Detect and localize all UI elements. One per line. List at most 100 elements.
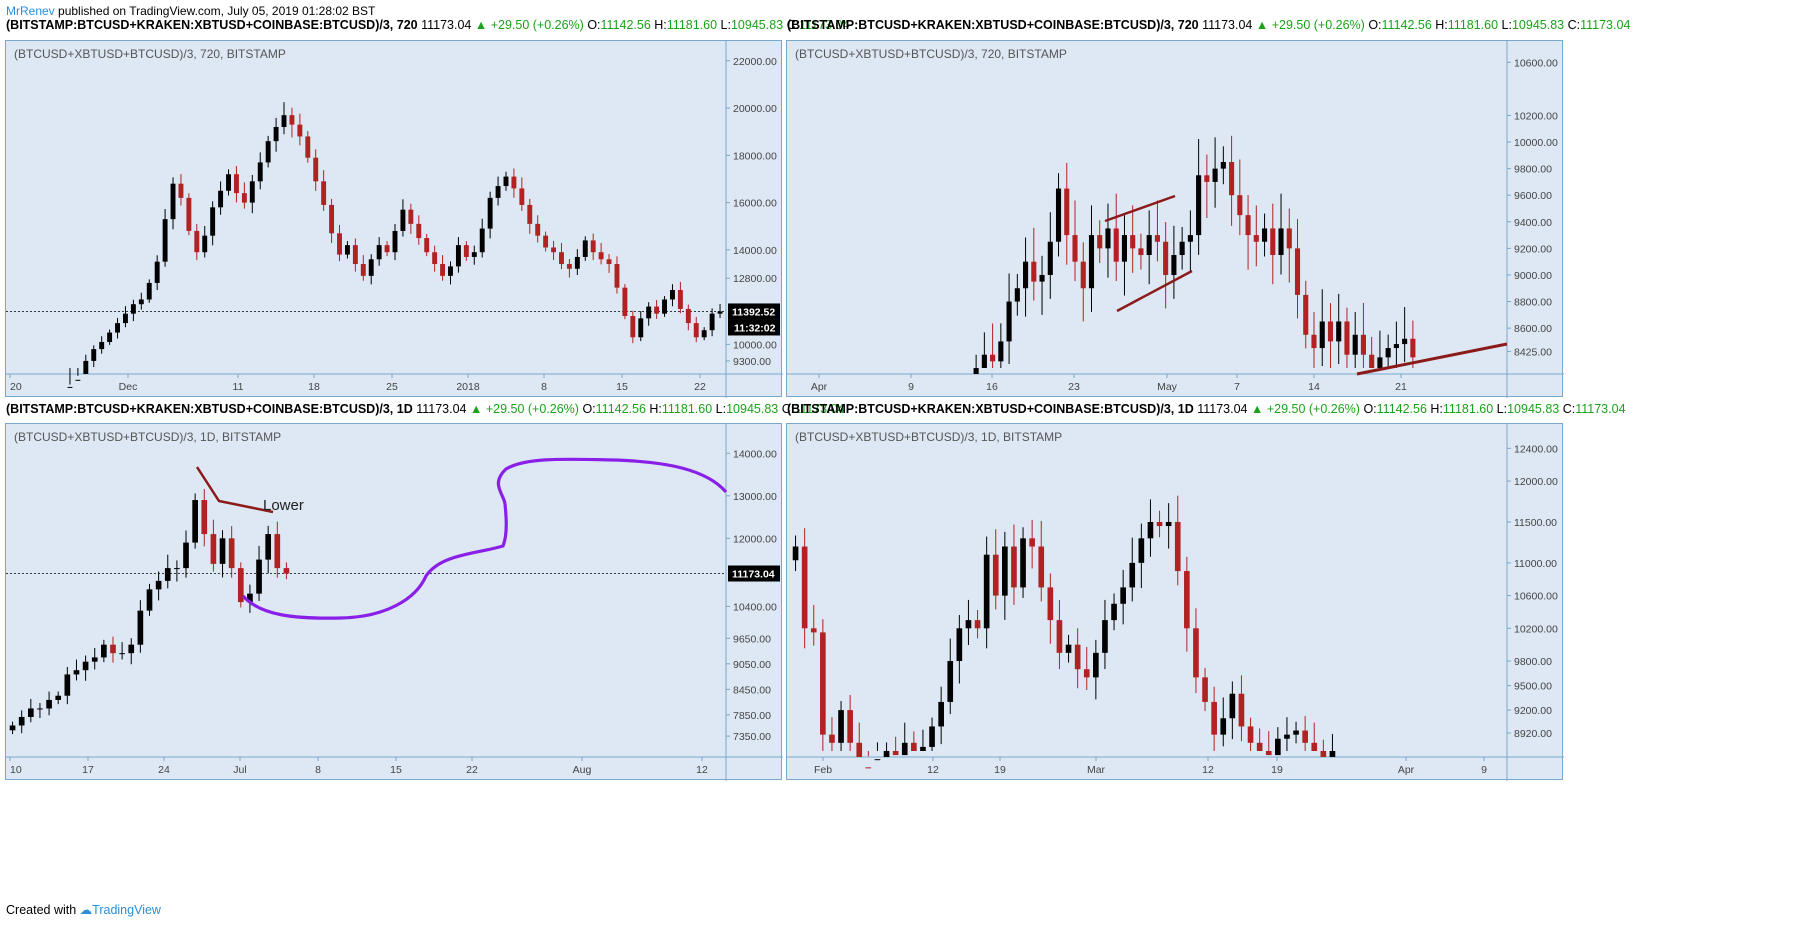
candle-body [376,245,382,260]
candle-body [471,252,477,257]
candle-body [463,245,469,257]
candle-body [289,115,295,125]
candle-body [64,674,71,696]
candle-body [170,183,176,220]
x-tick-label: 12 [1202,764,1214,776]
x-tick-label: May [1157,381,1178,393]
chart-svg-4[interactable]: 12400.00 12000.00 11500.00 11000.00 10600.00… [787,424,1564,781]
candle-body [1154,235,1160,242]
candle-body [1265,751,1272,756]
candle-body [1097,235,1103,249]
y-tick-label: 14000.00 [733,448,777,460]
candle-body [265,141,271,163]
candle-body [115,323,120,333]
candle-body [226,174,231,191]
candle-body [424,238,430,253]
candle-body [1202,677,1208,702]
open-value: 11142.56 [600,18,651,32]
candle-body [1294,248,1301,295]
candle-body [1020,538,1026,588]
chart-panel-3[interactable]: 14000.00 13000.00 12000.00 11173.04 10400.00… [5,423,783,781]
chart-header-2: (BITSTAMP:BTCUSD+KRAKEN:XBTUSD+COINBASE:… [787,18,1631,32]
candle-body [128,644,135,654]
candle-body [1303,294,1309,335]
x-tick-label: 23 [1068,381,1080,393]
chart-svg-2[interactable]: 10600.00 10200.00 10000.00 9800.00 9600.00 94… [787,41,1564,398]
x-tick-label: Apr [1398,764,1415,776]
chart-panel-2[interactable]: 10600.00 10200.00 10000.00 9800.00 9600.00 94… [786,40,1564,398]
chart-svg-3[interactable]: 14000.00 13000.00 12000.00 11173.04 10400.00… [6,424,783,781]
y-tick-label: 16000.00 [733,198,777,210]
candle-body [838,710,844,743]
y-tick-label: 14000.00 [733,245,777,257]
chart-svg-1[interactable]: 22000.00 20000.00 18000.00 16000.00 14000.00… [6,41,783,398]
y-tick-label: 10600.00 [1514,57,1558,69]
x-tick-label: 16 [986,381,998,393]
x-tick-label: 15 [616,381,628,393]
x-tick-label: 17 [82,764,94,776]
x-tick-label: 15 [390,764,402,776]
candle-body [1179,241,1185,256]
candle-body [847,710,853,743]
candle-body [1146,235,1152,256]
open-value: 11142.56 [595,402,646,416]
candle-body [1138,248,1144,256]
candle-body [543,235,549,248]
chart-header-4: (BITSTAMP:BTCUSD+KRAKEN:XBTUSD+COINBASE:… [787,402,1626,416]
low-value: 10945.83 [1511,18,1565,32]
candle-body [321,181,327,205]
footer: Created with ☁TradingView [6,902,161,917]
candle-body [154,261,160,283]
candle-body [1184,571,1190,629]
y-tick-label: 10000.00 [733,339,777,351]
y-tick-label: 9650.00 [733,633,771,645]
candle-body [929,726,935,747]
candle-body [566,264,572,269]
candle-body [1121,235,1128,262]
candle-body [130,304,136,314]
tradingview-logo[interactable]: ☁TradingView [79,903,161,917]
candle-body [1174,521,1181,572]
y-tick-label: 9600.00 [1514,190,1552,202]
candle-body [1212,168,1218,182]
candle-body [495,186,501,198]
candle-body [1286,228,1292,249]
candle-body [1211,701,1217,735]
candle-body [1156,521,1163,527]
candle-body [218,190,224,208]
candle-body [162,219,168,262]
chart-title: (BTCUSD+XBTUSD+BTCUSD)/3, 720, BITSTAMP [14,47,286,61]
candle-body [973,368,979,374]
y-tick-label: 10000.00 [1514,137,1558,149]
publish-line: MrRenev published on TradingView.com, Ju… [6,4,375,18]
author-link[interactable]: MrRenev [6,4,55,18]
x-tick-label: 10 [10,764,22,776]
candle-body [91,349,97,361]
y-tick-label: 9800.00 [1514,164,1552,176]
candle-body [305,136,311,158]
chart-title: (BTCUSD+XBTUSD+BTCUSD)/3, 720, BITSTAMP [795,47,1067,61]
candle-body [1065,644,1072,653]
candle-body [670,290,675,300]
candle-body [82,661,89,671]
candle-body [256,559,262,594]
y-tick-label: 9500.00 [1514,681,1552,693]
candle-body [511,176,517,189]
x-tick-label: 19 [1271,764,1283,776]
candle-body [1130,235,1136,249]
candle-body [1302,730,1308,743]
candle-body [178,183,184,198]
candle-body [1074,644,1081,670]
candle-body [237,568,244,603]
candle-body [440,264,446,276]
candle-body [990,354,996,362]
last-price: 11173.04 [416,402,467,416]
chart-title: (BTCUSD+XBTUSD+BTCUSD)/3, 1D, BITSTAMP [14,430,282,444]
chart-panel-1[interactable]: 22000.00 20000.00 18000.00 16000.00 14000.00… [5,40,783,398]
candle-body [1011,546,1017,588]
candle-body [138,299,144,305]
candle-body [1023,261,1029,289]
chart-panel-4[interactable]: 12400.00 12000.00 11500.00 11000.00 10600.00… [786,423,1564,781]
symbol-label: (BITSTAMP:BTCUSD+KRAKEN:XBTUSD+COINBASE:… [6,402,413,416]
candle-body [1064,188,1070,236]
